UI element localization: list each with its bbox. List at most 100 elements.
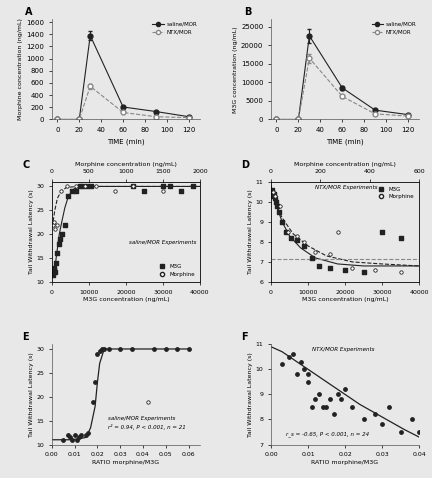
Point [76, 183, 83, 190]
Text: B: B [245, 7, 252, 17]
Point [130, 183, 137, 190]
Point [52, 259, 59, 267]
Point [371, 411, 378, 418]
Point [316, 391, 323, 398]
Point [52, 269, 59, 276]
Point [316, 262, 323, 270]
Text: D: D [241, 160, 249, 170]
Point [50, 218, 57, 226]
Point [83, 431, 89, 439]
Point [71, 431, 78, 439]
Point [349, 403, 356, 411]
Point [308, 403, 315, 411]
Point [185, 345, 192, 353]
Point [279, 218, 286, 226]
Y-axis label: M3G concentration (ng/mL): M3G concentration (ng/mL) [233, 26, 238, 113]
Point [305, 370, 311, 378]
Point [327, 250, 334, 258]
Y-axis label: Tail Withdrawal Latency (s): Tail Withdrawal Latency (s) [29, 189, 34, 274]
Point [293, 236, 300, 244]
Point [144, 398, 151, 405]
Point [69, 187, 76, 195]
Point [63, 183, 70, 190]
Point [73, 436, 80, 444]
Point [371, 266, 378, 274]
Point [301, 242, 308, 250]
Y-axis label: Tail Withdrawal Latency (s): Tail Withdrawal Latency (s) [29, 352, 34, 437]
Point [65, 192, 72, 200]
Point [279, 360, 286, 368]
Point [89, 398, 96, 405]
Point [360, 416, 367, 424]
Point [288, 234, 295, 242]
Point [54, 250, 60, 257]
Point [284, 228, 291, 236]
Legend: saline/MOR, NTX/MOR: saline/MOR, NTX/MOR [372, 22, 416, 35]
X-axis label: Morphine concentration (ng/mL): Morphine concentration (ng/mL) [75, 162, 177, 167]
Text: r_s = -0.65, P < 0.001, n = 24: r_s = -0.65, P < 0.001, n = 24 [286, 432, 369, 437]
Point [342, 266, 349, 274]
Point [189, 183, 196, 190]
Point [408, 416, 415, 424]
Point [87, 183, 94, 190]
Point [60, 436, 67, 444]
Point [270, 192, 276, 199]
Point [117, 345, 124, 353]
Point [141, 187, 148, 195]
Point [305, 378, 311, 386]
Point [83, 183, 90, 190]
Point [92, 379, 98, 386]
Point [96, 348, 103, 355]
X-axis label: Morphine concentration (ng/mL): Morphine concentration (ng/mL) [294, 162, 396, 167]
Point [54, 221, 60, 228]
Text: r² = 0.94, P < 0.001, n = 21: r² = 0.94, P < 0.001, n = 21 [108, 424, 186, 431]
X-axis label: M3G concentration (ng/mL): M3G concentration (ng/mL) [83, 297, 169, 303]
Point [162, 345, 169, 353]
Point [59, 230, 66, 238]
Point [297, 358, 304, 366]
Point [178, 187, 185, 195]
Point [290, 350, 297, 358]
Point [50, 271, 57, 279]
Point [323, 403, 330, 411]
X-axis label: TIME (min): TIME (min) [326, 139, 364, 145]
Point [128, 345, 135, 353]
Point [94, 350, 101, 358]
Point [64, 431, 71, 439]
Y-axis label: Tail Withdrawal Latency (s): Tail Withdrawal Latency (s) [248, 189, 253, 274]
Text: NTX/MOR Experiments: NTX/MOR Experiments [312, 347, 375, 352]
Point [272, 198, 279, 206]
Point [293, 232, 300, 239]
Point [327, 396, 334, 403]
X-axis label: RATIO morphine/M3G: RATIO morphine/M3G [311, 460, 378, 465]
Point [330, 411, 337, 418]
Point [397, 268, 404, 276]
Point [272, 192, 279, 199]
Point [334, 228, 341, 236]
Point [151, 345, 158, 353]
X-axis label: M3G concentration (ng/mL): M3G concentration (ng/mL) [302, 297, 388, 303]
Point [308, 254, 315, 262]
Point [73, 183, 79, 190]
X-axis label: TIME (min): TIME (min) [107, 139, 145, 145]
Legend: saline/MOR, NTX/MOR: saline/MOR, NTX/MOR [152, 22, 197, 35]
Point [67, 434, 73, 441]
Text: C: C [22, 160, 29, 170]
Text: saline/MOR Experiments: saline/MOR Experiments [129, 240, 196, 245]
Point [80, 183, 87, 190]
Point [61, 221, 68, 228]
Point [105, 345, 112, 353]
Point [360, 268, 367, 276]
Point [319, 403, 326, 411]
Point [167, 183, 174, 190]
Point [283, 228, 289, 236]
Point [327, 264, 334, 272]
Point [57, 187, 64, 195]
Text: F: F [241, 332, 248, 342]
Point [270, 188, 276, 196]
Point [397, 428, 404, 436]
Text: A: A [25, 7, 33, 17]
Point [269, 188, 276, 196]
X-axis label: RATIO morphine/M3G: RATIO morphine/M3G [92, 460, 159, 465]
Text: E: E [22, 332, 29, 342]
